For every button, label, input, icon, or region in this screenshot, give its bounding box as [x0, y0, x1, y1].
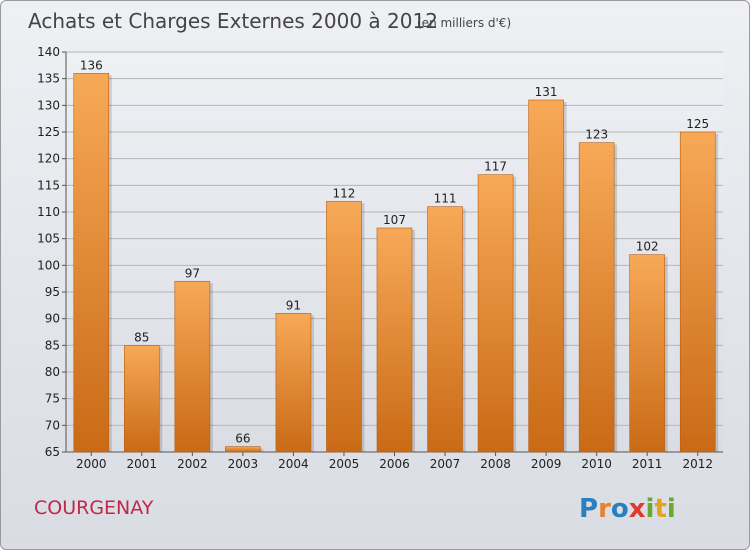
logo-letter: o — [611, 494, 629, 524]
logo-letter: P — [579, 494, 598, 524]
value-label: 136 — [80, 58, 103, 72]
chart-title: Achats et Charges Externes 2000 à 2012 — [28, 9, 438, 33]
y-tick-label: 130 — [37, 98, 60, 112]
proxiti-logo: Proxiti — [579, 494, 676, 524]
x-tick-label: 2008 — [480, 457, 511, 471]
x-tick-label: 2001 — [127, 457, 158, 471]
value-label: 131 — [535, 85, 558, 99]
y-tick-label: 95 — [45, 285, 60, 299]
x-tick-label: 2010 — [581, 457, 612, 471]
bar-2004 — [275, 313, 312, 453]
chart-subtitle: (en milliers d'€) — [417, 16, 511, 30]
bar-2012 — [679, 131, 716, 453]
bar-2007 — [427, 206, 463, 453]
bars: 136 85 97 66 91 112 107 111 117 131 123 102 125 — [73, 58, 719, 453]
y-tick-label: 115 — [37, 178, 60, 192]
y-tick-label: 85 — [45, 338, 60, 352]
x-tick-label: 2007 — [430, 457, 461, 471]
x-tick-label: 2011 — [632, 457, 663, 471]
y-tick-label: 105 — [37, 232, 60, 246]
bar-2000 — [73, 73, 110, 453]
bar-2006 — [376, 227, 413, 453]
y-tick-label: 120 — [37, 152, 60, 166]
x-tick-label: 2006 — [379, 457, 410, 471]
value-label: 111 — [434, 192, 457, 206]
value-label: 107 — [383, 213, 406, 227]
value-label: 117 — [484, 160, 507, 174]
bar-2010 — [578, 142, 615, 453]
value-label: 125 — [686, 117, 709, 131]
value-label: 85 — [134, 330, 149, 344]
y-tick-label: 90 — [45, 312, 60, 326]
logo-letter: i — [646, 494, 655, 524]
y-tick-label: 70 — [45, 418, 60, 432]
x-tick-label: 2004 — [278, 457, 309, 471]
y-tick-label: 125 — [37, 125, 60, 139]
y-tick-label: 100 — [37, 258, 60, 272]
value-label: 66 — [235, 432, 250, 446]
x-tick-label: 2012 — [682, 457, 713, 471]
y-tick-label: 80 — [45, 365, 60, 379]
value-label: 91 — [286, 298, 301, 312]
bar-2003 — [225, 446, 261, 453]
value-label: 112 — [333, 186, 356, 200]
y-tick-label: 75 — [45, 392, 60, 406]
y-tick-label: 65 — [45, 445, 60, 459]
value-label: 102 — [636, 240, 659, 254]
commune-name: COURGENAY — [34, 497, 154, 519]
bar-2005 — [326, 201, 362, 453]
x-tick-label: 2003 — [228, 457, 259, 471]
x-tick-label: 2005 — [329, 457, 360, 471]
logo-letter: i — [667, 494, 676, 524]
bar-2009 — [528, 99, 564, 453]
bar-2008 — [477, 174, 514, 453]
logo-letter: t — [654, 494, 666, 524]
value-label: 97 — [185, 266, 200, 280]
x-tick-label: 2002 — [177, 457, 208, 471]
bar-2011 — [629, 254, 665, 453]
y-tick-label: 140 — [37, 45, 60, 59]
logo-letter: x — [629, 494, 646, 524]
x-tick-label: 2000 — [76, 457, 107, 471]
axes: 65 70 75 80 85 90 95 100 105 110 115 120 125 130 135 14… — [37, 45, 723, 471]
logo-letter: r — [598, 494, 611, 524]
bar-2002 — [174, 281, 211, 453]
y-tick-label: 135 — [37, 72, 60, 86]
x-tick-label: 2009 — [531, 457, 562, 471]
y-tick-label: 110 — [37, 205, 60, 219]
bar-2001 — [124, 345, 160, 453]
value-label: 123 — [585, 128, 608, 142]
